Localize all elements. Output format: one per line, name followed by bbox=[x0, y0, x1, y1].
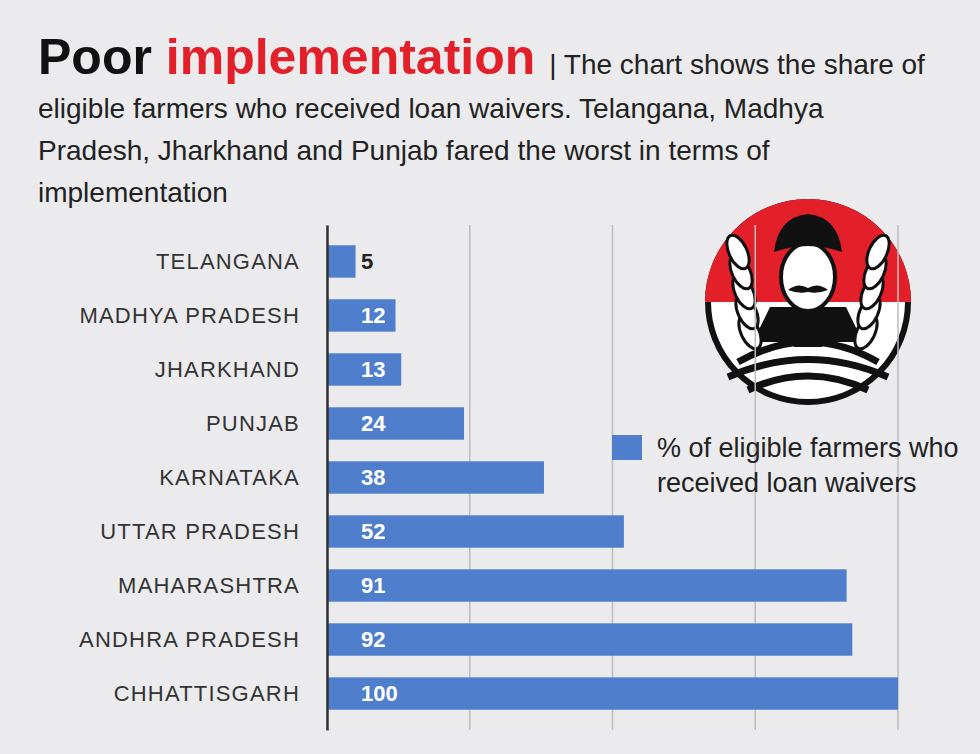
data-labels: 5 12 13 24 38 52 91 92 100 bbox=[361, 249, 398, 706]
emblem-face bbox=[781, 243, 835, 311]
subtitle: Pradesh, Jharkhand and Punjab fared the … bbox=[38, 135, 770, 166]
data-label: 52 bbox=[361, 519, 385, 544]
data-label: 24 bbox=[361, 411, 386, 436]
title-part: implementation bbox=[152, 29, 535, 85]
bar bbox=[327, 245, 356, 277]
bar bbox=[327, 515, 624, 547]
background bbox=[0, 0, 980, 754]
tick: JHARKHAND bbox=[155, 357, 300, 382]
bar bbox=[327, 623, 852, 655]
data-label: 38 bbox=[361, 465, 385, 490]
bar bbox=[327, 299, 396, 331]
title: Poor implementation bbox=[38, 29, 535, 85]
data-label: 100 bbox=[361, 681, 398, 706]
data-label: 5 bbox=[361, 249, 373, 274]
bar bbox=[327, 407, 464, 439]
legend: % of eligible farmers who received loan w… bbox=[612, 433, 959, 498]
emblem-mustache bbox=[788, 285, 828, 292]
tick-label: KARNATAKA bbox=[159, 465, 300, 490]
tick-label: TELANGANA bbox=[156, 248, 300, 273]
tick: MADHYA PRADESH bbox=[79, 303, 300, 328]
subtitle: eligible farmers who received loan waive… bbox=[38, 93, 824, 124]
tick: MAHARASHTRA bbox=[118, 573, 300, 598]
grid-line bbox=[326, 225, 328, 730]
legend-label: received loan waivers bbox=[657, 468, 917, 498]
title-part: Poor bbox=[38, 29, 152, 85]
tick-label: ANDHRA PRADESH bbox=[79, 627, 300, 652]
bar bbox=[327, 569, 847, 601]
subtitle: implementation bbox=[38, 177, 228, 208]
tick: CHHATTISGARH bbox=[114, 681, 300, 706]
bar bbox=[327, 461, 544, 493]
emblem-turban bbox=[774, 214, 842, 252]
chart: Poor implementation | The chart shows the… bbox=[0, 0, 980, 754]
tick: UTTAR PRADESH bbox=[100, 519, 300, 544]
emblem bbox=[705, 199, 911, 402]
tick-label: MADHYA PRADESH bbox=[79, 303, 300, 328]
data-label: 92 bbox=[361, 627, 385, 652]
data-label: 13 bbox=[361, 357, 385, 382]
tick: PUNJAB bbox=[206, 411, 300, 436]
bar bbox=[327, 353, 401, 385]
emblem-wheat bbox=[862, 232, 894, 272]
legend-label: % of eligible farmers who bbox=[657, 433, 959, 463]
y-axis: TELANGANA MADHYA PRADESH JHARKHAND PUNJAB KA… bbox=[79, 226, 327, 731]
axis-line bbox=[326, 226, 329, 731]
data-label: 12 bbox=[361, 303, 385, 328]
emblem-wheat bbox=[722, 232, 754, 272]
tick-label: PUNJAB bbox=[206, 411, 300, 436]
legend-swatch bbox=[612, 435, 642, 460]
tick: TELANGANA bbox=[156, 248, 300, 273]
tick-label: CHHATTISGARH bbox=[114, 681, 300, 706]
data-label: 91 bbox=[361, 573, 385, 598]
subtitle: | The chart shows the share of bbox=[549, 49, 925, 80]
tick-label: UTTAR PRADESH bbox=[100, 519, 300, 544]
tick: ANDHRA PRADESH bbox=[79, 627, 300, 652]
tick: KARNATAKA bbox=[159, 465, 300, 490]
bar bbox=[327, 677, 898, 709]
tick-label: MAHARASHTRA bbox=[118, 573, 300, 598]
tick-label: JHARKHAND bbox=[155, 357, 300, 382]
